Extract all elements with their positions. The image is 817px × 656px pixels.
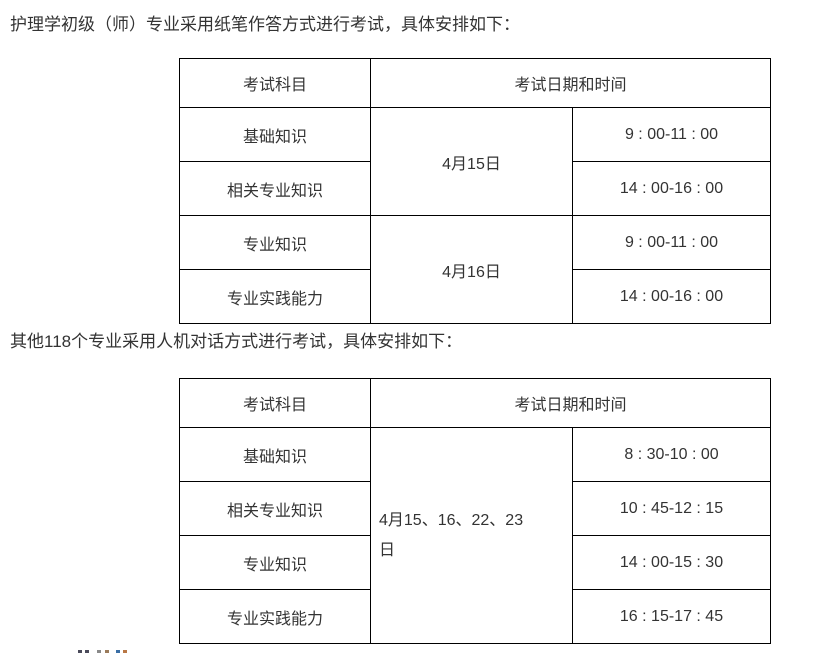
table-row: 专业知识 4月16日 9 : 00-11 : 00 [179, 215, 772, 324]
subject-cell: 相关专业知识 [179, 161, 371, 216]
subject-cell: 专业知识 [179, 535, 371, 590]
time-cell: 10 : 45-12 : 15 [571, 481, 772, 536]
time-cell: 8 : 30-10 : 00 [571, 427, 772, 482]
header-exam-date-time: 考试日期和时间 [369, 378, 772, 428]
intro-paragraph-computer-exam: 其他118个专业采用人机对话方式进行考试，具体安排如下： [10, 332, 463, 351]
subject-cell: 相关专业知识 [179, 481, 371, 536]
clipped-bottom-text-fragment [78, 649, 130, 656]
intro-paragraph-paper-exam: 护理学初级（师）专业采用纸笔作答方式进行考试，具体安排如下： [10, 15, 520, 34]
time-cell: 14 : 00-15 : 30 [571, 535, 772, 590]
table-row: 基础知识 4月15、16、22、23日 8 : 30-10 : 00 [179, 427, 772, 644]
table-row: 专业知识 14 : 00-15 : 30 [179, 535, 772, 590]
time-cell: 16 : 15-17 : 45 [571, 589, 772, 644]
date-cell: 4月16日 [370, 215, 573, 324]
subject-cell: 专业知识 [179, 215, 371, 270]
subject-cell: 专业实践能力 [179, 269, 371, 324]
time-cell: 14 : 00-16 : 00 [571, 161, 772, 216]
table-row: 相关专业知识 14 : 00-16 : 00 [179, 161, 772, 216]
table-row: 相关专业知识 10 : 45-12 : 15 [179, 481, 772, 536]
table-header-row: 考试科目 考试日期和时间 [179, 378, 772, 428]
date-cell: 4月15日 [370, 107, 573, 216]
table-header-row: 考试科目 考试日期和时间 [179, 58, 772, 108]
header-exam-date-time: 考试日期和时间 [369, 58, 772, 108]
table-row: 专业实践能力 14 : 00-16 : 00 [179, 269, 772, 324]
table-row: 专业实践能力 16 : 15-17 : 45 [179, 589, 772, 644]
time-cell: 9 : 00-11 : 00 [571, 215, 772, 270]
subject-cell: 专业实践能力 [179, 589, 371, 644]
date-cell: 4月15、16、22、23日 [370, 427, 573, 644]
date-text: 4月15、16、22、23日 [379, 511, 524, 559]
subject-cell: 基础知识 [179, 107, 371, 162]
subject-cell: 基础知识 [179, 427, 371, 482]
paper-exam-schedule-table: 考试科目 考试日期和时间 基础知识 4月15日 9 : 00-11 : 00 相… [179, 58, 772, 324]
time-cell: 14 : 00-16 : 00 [571, 269, 772, 324]
header-exam-subject: 考试科目 [179, 58, 371, 108]
table-row: 基础知识 4月15日 9 : 00-11 : 00 [179, 107, 772, 216]
computer-exam-schedule-table: 考试科目 考试日期和时间 基础知识 4月15、16、22、23日 8 : 30-… [179, 378, 772, 644]
header-exam-subject: 考试科目 [179, 378, 371, 428]
time-cell: 9 : 00-11 : 00 [571, 107, 772, 162]
